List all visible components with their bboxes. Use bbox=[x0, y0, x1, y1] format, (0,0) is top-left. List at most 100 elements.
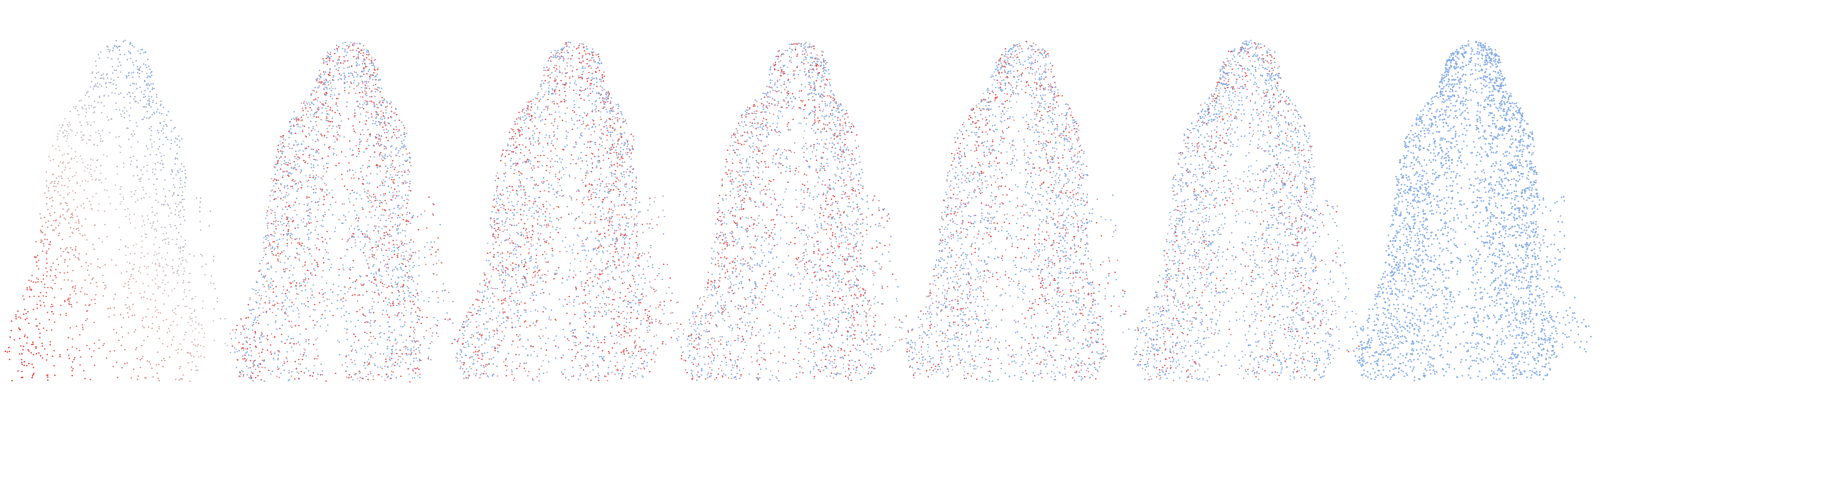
cloud-point bbox=[324, 83, 326, 86]
cloud-point bbox=[258, 355, 261, 358]
cloud-point bbox=[146, 110, 149, 113]
cloud-point bbox=[549, 220, 551, 222]
cloud-point bbox=[404, 235, 407, 237]
cloud-point bbox=[277, 224, 280, 226]
cloud-point bbox=[92, 106, 95, 109]
cloud-point bbox=[199, 210, 201, 213]
cloud-point bbox=[541, 164, 544, 167]
cloud-point bbox=[163, 289, 166, 292]
cloud-point bbox=[605, 304, 608, 307]
cloud-point bbox=[384, 124, 387, 126]
cloud-point bbox=[312, 103, 315, 106]
cloud-point bbox=[350, 82, 353, 84]
cloud-point bbox=[156, 220, 159, 222]
cloud-point bbox=[132, 175, 135, 177]
cloud-point bbox=[252, 321, 255, 324]
cloud-point bbox=[298, 165, 301, 167]
cloud-point bbox=[161, 159, 163, 162]
cloud-point bbox=[296, 252, 298, 255]
cloud-point bbox=[358, 42, 361, 45]
cloud-point bbox=[527, 339, 529, 341]
cloud-point bbox=[314, 269, 316, 272]
cloud-point bbox=[64, 166, 67, 168]
cloud-point bbox=[442, 300, 445, 302]
cloud-point bbox=[253, 288, 255, 291]
cloud-point bbox=[492, 247, 495, 250]
cloud-point bbox=[373, 196, 375, 198]
cloud-point bbox=[83, 189, 85, 191]
cloud-point bbox=[553, 207, 555, 210]
cloud-point bbox=[398, 245, 401, 248]
cloud-point bbox=[136, 159, 138, 162]
cloud-point bbox=[287, 233, 289, 235]
cloud-point bbox=[561, 282, 563, 284]
cloud-point bbox=[184, 333, 186, 336]
cloud-point bbox=[649, 197, 651, 199]
cloud-point bbox=[542, 372, 545, 375]
cloud-point bbox=[530, 257, 532, 259]
cloud-point bbox=[199, 201, 202, 203]
cloud-point bbox=[158, 337, 161, 340]
cloud-point bbox=[404, 171, 406, 173]
cloud-point bbox=[596, 282, 599, 285]
cloud-point bbox=[69, 294, 71, 296]
cloud-point bbox=[281, 147, 283, 149]
cloud-point bbox=[58, 232, 61, 235]
cloud-point bbox=[486, 252, 489, 255]
cloud-point bbox=[393, 329, 396, 331]
cloud-point bbox=[598, 268, 601, 271]
cloud-point bbox=[345, 105, 348, 108]
cloud-point bbox=[512, 138, 515, 140]
cloud-point bbox=[35, 256, 37, 258]
cloud-point bbox=[536, 160, 539, 163]
cloud-point bbox=[292, 187, 294, 190]
cloud-point bbox=[130, 133, 133, 135]
cloud-point bbox=[289, 206, 292, 209]
cloud-point bbox=[279, 168, 282, 170]
cloud-point bbox=[572, 109, 574, 112]
cloud-point bbox=[396, 363, 399, 365]
cloud-point bbox=[289, 121, 291, 124]
cloud-point bbox=[267, 239, 270, 242]
cloud-point bbox=[160, 130, 163, 132]
cloud-point bbox=[581, 73, 583, 76]
cloud-point bbox=[32, 343, 34, 345]
cloud-point bbox=[123, 106, 126, 109]
cloud-point bbox=[500, 241, 503, 244]
cloud-point bbox=[512, 144, 515, 146]
cloud-point bbox=[314, 129, 316, 131]
cloud-point bbox=[160, 155, 162, 157]
cloud-point bbox=[367, 128, 369, 131]
cloud-point bbox=[310, 130, 313, 132]
cloud-point bbox=[367, 111, 369, 114]
cloud-point bbox=[332, 147, 335, 150]
cloud-point bbox=[395, 195, 398, 197]
cloud-point bbox=[315, 124, 318, 126]
cloud-point bbox=[392, 195, 394, 197]
cloud-point bbox=[597, 66, 599, 69]
cloud-point bbox=[346, 170, 349, 172]
cloud-point bbox=[305, 355, 308, 357]
cloud-point bbox=[179, 183, 182, 185]
cloud-point bbox=[381, 208, 384, 211]
cloud-point bbox=[158, 325, 160, 328]
cloud-point bbox=[309, 106, 312, 109]
cloud-point bbox=[317, 209, 319, 211]
cloud-point bbox=[401, 353, 404, 355]
cloud-point bbox=[584, 311, 587, 314]
cloud-point bbox=[499, 253, 502, 255]
cloud-point bbox=[236, 324, 238, 327]
cloud-point bbox=[275, 314, 278, 317]
cloud-point bbox=[351, 348, 354, 351]
cloud-point bbox=[408, 292, 411, 294]
cloud-point bbox=[594, 237, 597, 240]
cloud-point bbox=[129, 57, 132, 60]
cloud-point bbox=[156, 258, 159, 261]
cloud-point bbox=[89, 134, 92, 137]
cloud-point bbox=[388, 258, 390, 261]
cloud-point bbox=[385, 263, 387, 266]
cloud-point bbox=[139, 52, 142, 55]
cloud-point bbox=[365, 51, 368, 53]
cloud-point bbox=[261, 335, 264, 338]
cloud-point bbox=[407, 289, 410, 292]
